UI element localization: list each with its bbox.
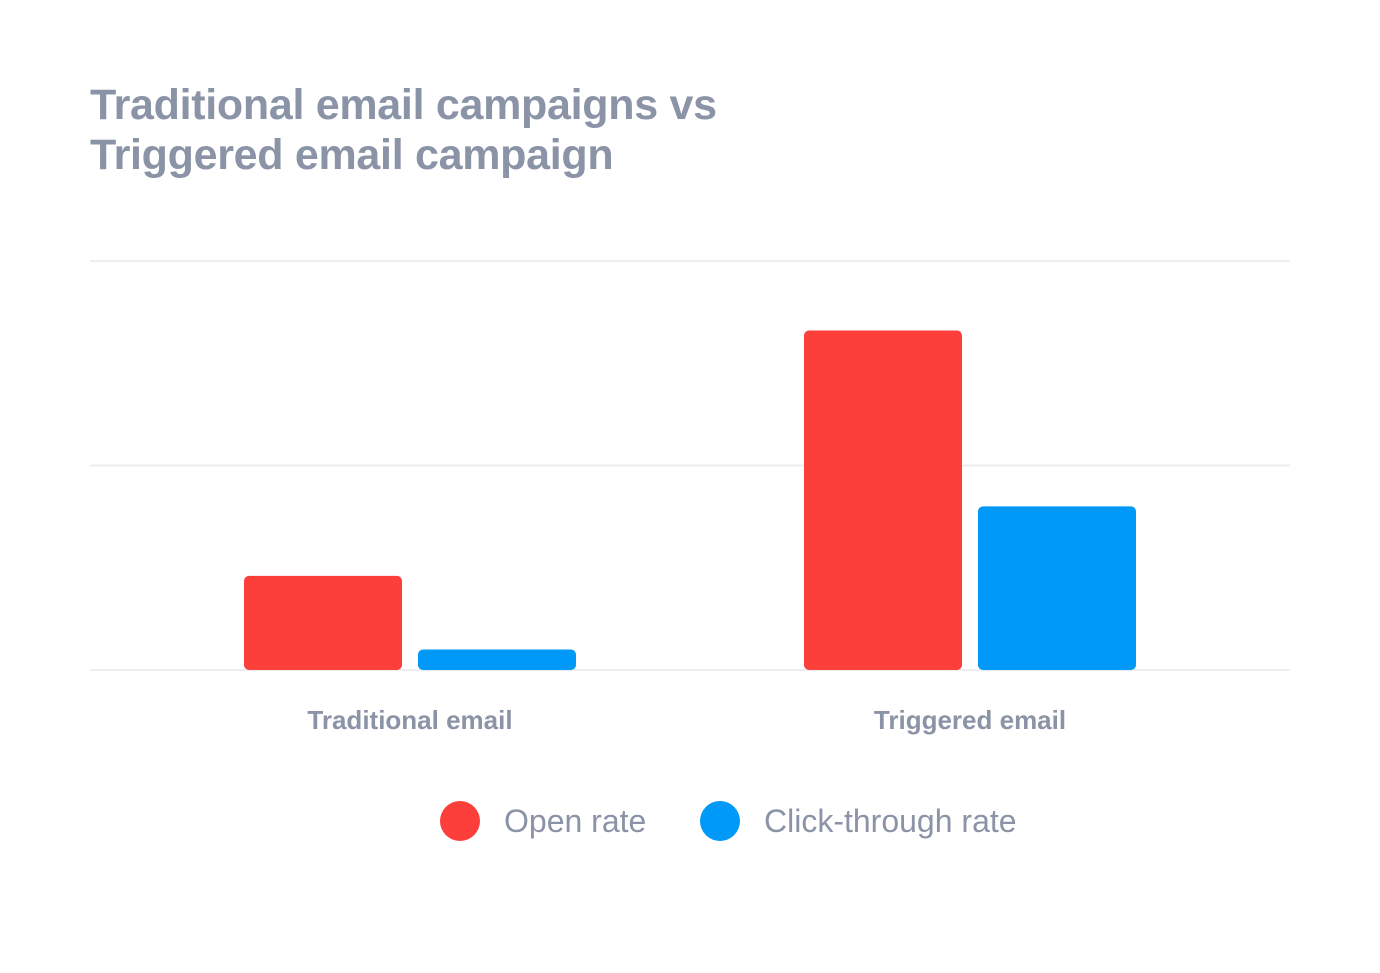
legend: Open rate Click-through rate [0,798,1380,844]
bars [244,330,1136,670]
chart-title: Traditional email campaigns vs Triggered… [90,80,890,180]
category-label-triggered-email: Triggered email [874,705,1066,735]
legend-item-click-through-rate: Click-through rate [700,798,1017,844]
chart-title-line-2: Triggered email campaign [90,131,614,179]
legend-swatch-click-through-rate [700,801,740,841]
category-label-traditional-email: Traditional email [307,705,512,735]
bar-triggered-email-open-rate [804,330,962,670]
bar-traditional-email-open-rate [244,575,402,670]
legend-label-open-rate: Open rate [504,802,647,839]
legend-label-click-through-rate: Click-through rate [764,802,1017,839]
bar-triggered-email-click-through-rate [978,506,1136,670]
legend-swatch-open-rate [440,801,480,841]
legend-item-open-rate: Open rate [440,798,646,844]
chart-title-line-1: Traditional email campaigns vs [90,81,717,129]
bar-traditional-email-click-through-rate [418,649,576,670]
category-labels: Traditional email Triggered email [307,705,1066,735]
